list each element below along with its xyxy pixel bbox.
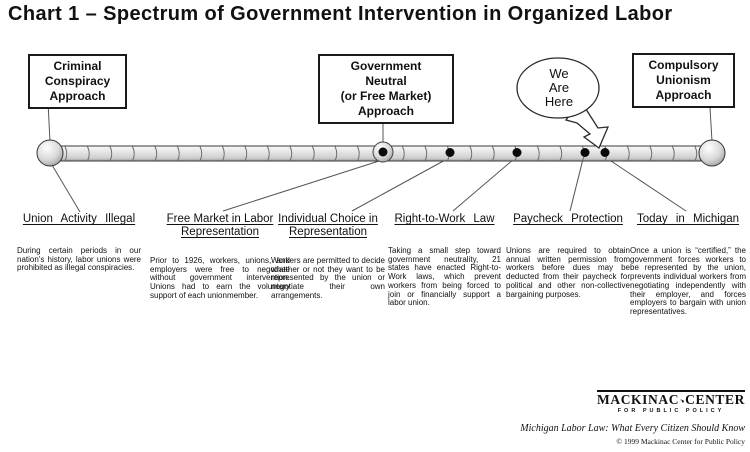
column-body: Taking a small step toward government ne… bbox=[388, 246, 501, 308]
logo-subtitle: FOR PUBLIC POLICY bbox=[617, 408, 725, 414]
approach-box-line: Approach bbox=[357, 104, 414, 118]
column-heading: Right-to-Work Law bbox=[394, 213, 495, 225]
approach-box-line: Approach bbox=[49, 89, 106, 103]
marker-right-to-work bbox=[512, 148, 522, 157]
approach-box-government-neutral: Government Neutral (or Free Market) Appr… bbox=[318, 54, 454, 124]
approach-box-compulsory-unionism: Compulsory Unionism Approach bbox=[632, 53, 735, 108]
approach-box-line: Conspiracy bbox=[44, 74, 111, 88]
we-are-here-label: We Are Here bbox=[517, 67, 601, 109]
approach-box-criminal-conspiracy: Criminal Conspiracy Approach bbox=[28, 54, 127, 109]
connector-paycheck bbox=[569, 158, 584, 212]
we-are-here-bubble bbox=[516, 57, 600, 119]
column-body: Workers are permitted to decide whether … bbox=[271, 256, 385, 300]
column-body: Prior to 1926, workers, unions, and empl… bbox=[150, 256, 290, 300]
approach-box-line: Compulsory bbox=[648, 58, 719, 72]
connector-individual-choice bbox=[351, 158, 448, 212]
column-right-to-work: Right-to-Work Law Taking a small step to… bbox=[388, 213, 501, 308]
marker-paycheck-protection bbox=[580, 148, 590, 157]
column-heading: Today in Michigan bbox=[636, 213, 740, 225]
marker-individual-choice bbox=[445, 148, 455, 157]
we-are-here-line: Here bbox=[544, 94, 574, 109]
approach-box-line: (or Free Market) bbox=[340, 89, 432, 103]
we-are-here-line: We bbox=[549, 66, 569, 81]
column-heading: Union Activity Illegal bbox=[22, 213, 136, 225]
page-title: Chart 1 – Spectrum of Government Interve… bbox=[8, 3, 673, 25]
logo-name-left: MACKINAC bbox=[597, 392, 680, 407]
compulsory-end-ball bbox=[698, 139, 726, 167]
column-body: Once a union is “certified,” the governm… bbox=[630, 246, 746, 316]
approach-box-line: Approach bbox=[655, 88, 712, 102]
connector-compulsory-box bbox=[709, 107, 713, 142]
connector-today-michigan bbox=[607, 158, 687, 212]
marker-today-michigan bbox=[600, 148, 610, 157]
column-heading: Individual Choice in Representation bbox=[278, 213, 378, 238]
column-heading: Free Market in Labor Representation bbox=[166, 213, 274, 238]
approach-box-line: Unionism bbox=[656, 73, 711, 87]
connector-right-to-work bbox=[452, 158, 515, 212]
we-are-here-line: Are bbox=[548, 80, 570, 95]
logo-wordmark: MACKINAC CENTER bbox=[597, 393, 745, 407]
column-today-in-michigan: Today in Michigan Once a union is “certi… bbox=[630, 213, 746, 317]
mackinac-center-logo: MACKINAC CENTER FOR PUBLIC POLICY bbox=[597, 390, 745, 415]
column-free-market: Free Market in Labor Representation Prio… bbox=[150, 213, 290, 301]
column-body: Unions are required to obtain annual wri… bbox=[506, 246, 630, 299]
column-body: During certain periods in our nation's h… bbox=[17, 246, 141, 273]
approach-box-line: Government bbox=[350, 59, 422, 73]
column-paycheck-protection: Paycheck Protection Unions are required … bbox=[506, 213, 630, 299]
marker-government-neutral bbox=[378, 147, 388, 157]
connector-union-illegal bbox=[51, 164, 81, 213]
connector-free-market bbox=[222, 160, 380, 212]
approach-box-line: Criminal bbox=[53, 59, 102, 73]
copyright-notice: © 1999 Mackinac Center for Public Policy bbox=[616, 437, 745, 446]
column-individual-choice: Individual Choice in Representation Work… bbox=[271, 213, 385, 301]
approach-box-line: Neutral bbox=[365, 74, 407, 88]
michigan-state-icon bbox=[680, 398, 684, 402]
column-union-activity-illegal: Union Activity Illegal During certain pe… bbox=[17, 213, 141, 273]
criminal-end-ball bbox=[36, 139, 64, 167]
column-heading: Paycheck Protection bbox=[513, 213, 623, 225]
logo-name-right: CENTER bbox=[685, 392, 745, 407]
publication-tagline: Michigan Labor Law: What Every Citizen S… bbox=[520, 423, 745, 434]
